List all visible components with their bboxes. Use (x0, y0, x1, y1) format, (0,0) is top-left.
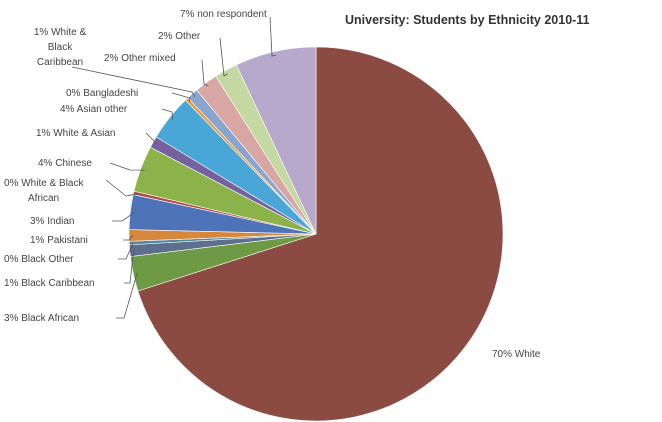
slice-label-7: 0% White & Black African (4, 178, 84, 204)
slice-label-3: 1% Black Caribbean (4, 278, 95, 289)
slice-label-2: 3% Black African (4, 313, 79, 324)
leader-line-14 (219, 37, 229, 77)
leader-line-5 (123, 235, 134, 241)
leader-line-15 (269, 16, 277, 57)
leader-line-7 (105, 179, 138, 197)
slice-label-6: 3% Indian (30, 216, 74, 227)
slice-label-5: 1% Pakistani (30, 235, 88, 246)
slice-label-8: 4% Chinese (38, 158, 92, 169)
slice-label-13: 2% Other mixed (104, 53, 176, 64)
pie-slice-15 (235, 46, 317, 235)
leader-line-3 (124, 250, 135, 284)
slice-label-4: 0% Black Other (4, 254, 74, 265)
pie-slice-1 (137, 46, 504, 422)
slice-label-11: 0% Bangladeshi (66, 88, 138, 99)
leader-line-2 (116, 272, 138, 319)
leader-line-6 (112, 212, 135, 222)
chart-title: University: Students by Ethnicity 2010-1… (345, 13, 590, 27)
slice-label-12: 1% White & Black Caribbean (34, 27, 87, 68)
slice-label-1: 70% White (492, 349, 541, 360)
slice-label-10: 4% Asian other (60, 104, 128, 115)
leader-line-10 (161, 108, 174, 121)
leader-line-4 (118, 242, 134, 260)
slice-label-9: 1% White & Asian (36, 128, 115, 139)
slice-label-15: 7% non respondent (180, 9, 267, 20)
pie-slices (128, 46, 504, 422)
leader-line-8 (109, 162, 145, 171)
leader-line-12 (71, 66, 196, 98)
slice-label-14: 2% Other (158, 31, 201, 42)
leader-line-11 (171, 92, 191, 102)
leader-line-13 (201, 59, 209, 87)
slice-labels: 70% White 3% Black African 1% Black Caribb… (4, 9, 541, 360)
leader-lines (71, 16, 277, 319)
leader-line-9 (145, 132, 157, 145)
